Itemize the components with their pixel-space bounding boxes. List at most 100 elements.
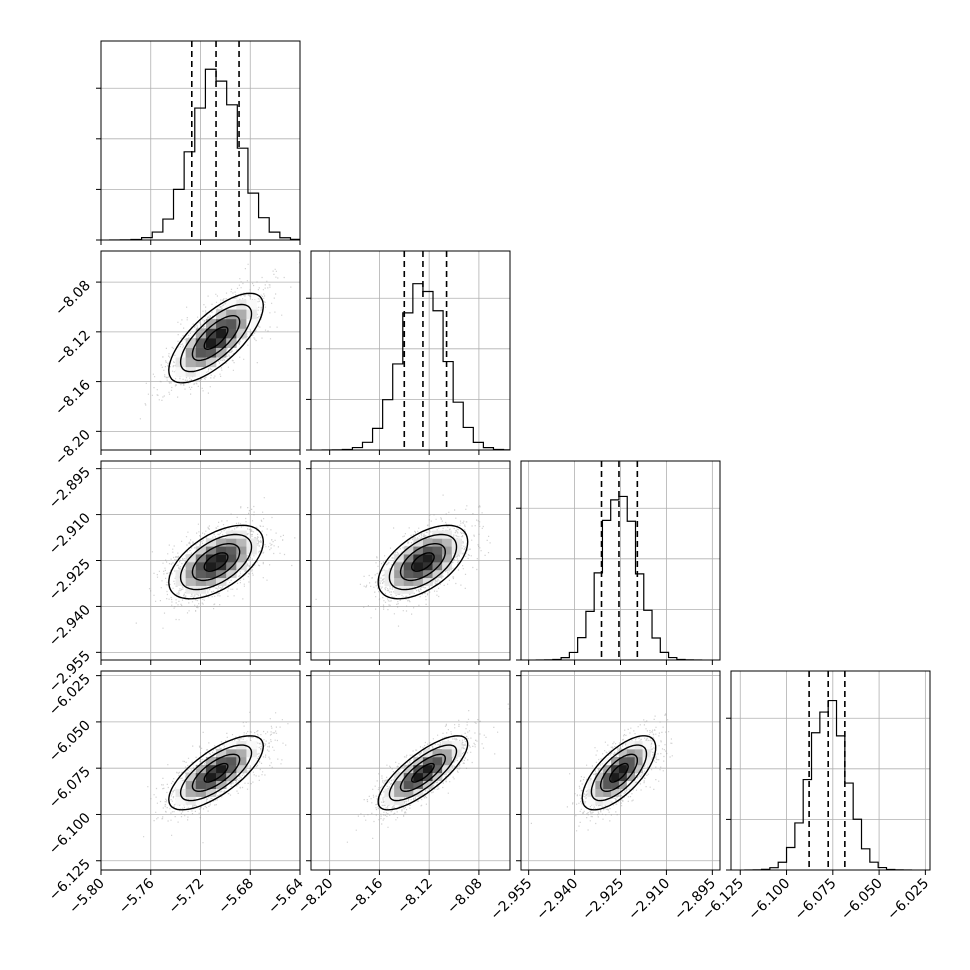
density-cell (185, 772, 197, 782)
x-tick-label: −2.940 (533, 876, 581, 924)
density-cell (432, 546, 443, 555)
density-cell (626, 741, 636, 750)
density-cell (394, 780, 405, 789)
density-cell (403, 569, 414, 579)
contour-line (609, 762, 629, 783)
density-cell (185, 357, 197, 368)
density-cell (226, 569, 237, 579)
density-cell (442, 749, 453, 758)
density-cell (185, 577, 197, 586)
density-cell (205, 554, 217, 563)
x-tick-label: −2.925 (579, 876, 627, 924)
density-cell (422, 764, 433, 774)
density-cell (175, 366, 186, 377)
density-cell (413, 772, 424, 782)
density-cell (634, 764, 643, 774)
density-cell (603, 796, 612, 805)
density-cell (216, 764, 227, 774)
density-cell (413, 756, 424, 766)
density-cell (195, 562, 207, 571)
density-cell (618, 749, 628, 758)
x-tick-label: −2.955 (488, 876, 536, 924)
contour-line (399, 753, 447, 792)
y-tick-label: −8.08 (52, 278, 94, 320)
density-cell (195, 347, 207, 358)
density-cell (413, 780, 424, 789)
y-tick-label: −8.20 (52, 427, 94, 469)
density-cell (236, 546, 247, 555)
density-cell (226, 546, 237, 555)
density-cell (413, 577, 424, 586)
density-cell (246, 318, 257, 329)
density-cell (384, 796, 395, 805)
density-panel-3-1: −8.20 −8.16 −8.12 −8.08 (295, 670, 511, 918)
density-cell (394, 569, 405, 579)
contour-line (203, 762, 229, 783)
contour-line (168, 735, 265, 811)
density-cell (603, 772, 612, 782)
density-cell (413, 569, 424, 579)
histogram-panel-3: −6.125−6.100−6.075−6.050−6.025 (699, 670, 932, 924)
density-cell (394, 562, 405, 571)
density-cell (246, 756, 257, 766)
histogram-step (535, 495, 703, 660)
x-tick-label: −8.16 (345, 875, 387, 917)
density-cell (236, 538, 247, 547)
density-cell (236, 318, 247, 329)
density-cell (226, 772, 237, 782)
contour-line (168, 292, 265, 384)
density-cell (422, 538, 433, 547)
density-cell (226, 562, 237, 571)
density-cell (195, 796, 207, 805)
density-cell (603, 764, 612, 774)
density-cell (205, 347, 217, 358)
x-tick-label: −8.12 (394, 876, 436, 918)
contour-line (191, 315, 241, 362)
density-cell (432, 569, 443, 579)
density-cell (451, 741, 462, 750)
density-cell (394, 577, 405, 586)
density-cell (413, 554, 424, 563)
density-cell (422, 554, 433, 563)
density-cell (216, 318, 227, 329)
histogram-panel-1 (306, 250, 511, 455)
density-cell (442, 546, 453, 555)
density-cell (216, 756, 227, 766)
density-cell (422, 756, 433, 766)
density-cell (403, 772, 414, 782)
density-cell (205, 780, 217, 789)
x-tick-label: −6.025 (884, 876, 932, 924)
y-tick-label: −6.100 (46, 810, 94, 858)
density-cell (432, 554, 443, 563)
density-cell (236, 756, 247, 766)
density-cell (175, 796, 186, 805)
y-tick-label: −2.910 (46, 510, 94, 558)
density-cell (618, 780, 628, 789)
density-cell (185, 338, 197, 348)
density-cell (216, 749, 227, 758)
density-panel-2-1 (306, 460, 511, 665)
density-cell (422, 780, 433, 789)
density-cell (642, 741, 651, 750)
density-cell (587, 780, 596, 789)
density-cell (403, 554, 414, 563)
density-cell (236, 749, 247, 758)
density-cell (226, 538, 237, 547)
panel-frame (730, 670, 931, 871)
density-cell (634, 756, 643, 766)
panel-frame (310, 250, 511, 451)
density-cell (205, 562, 217, 571)
contour-line (410, 552, 435, 572)
y-tick-label: −6.075 (46, 764, 94, 812)
contour-line (203, 326, 229, 351)
density-cell (413, 546, 424, 555)
density-cell (195, 772, 207, 782)
density-cell (451, 538, 462, 547)
density-cell (422, 546, 433, 555)
density-cell (195, 577, 207, 586)
density-cell (618, 764, 628, 774)
sample-points (530, 713, 673, 832)
density-cell (185, 780, 197, 789)
histogram-step (321, 283, 510, 450)
